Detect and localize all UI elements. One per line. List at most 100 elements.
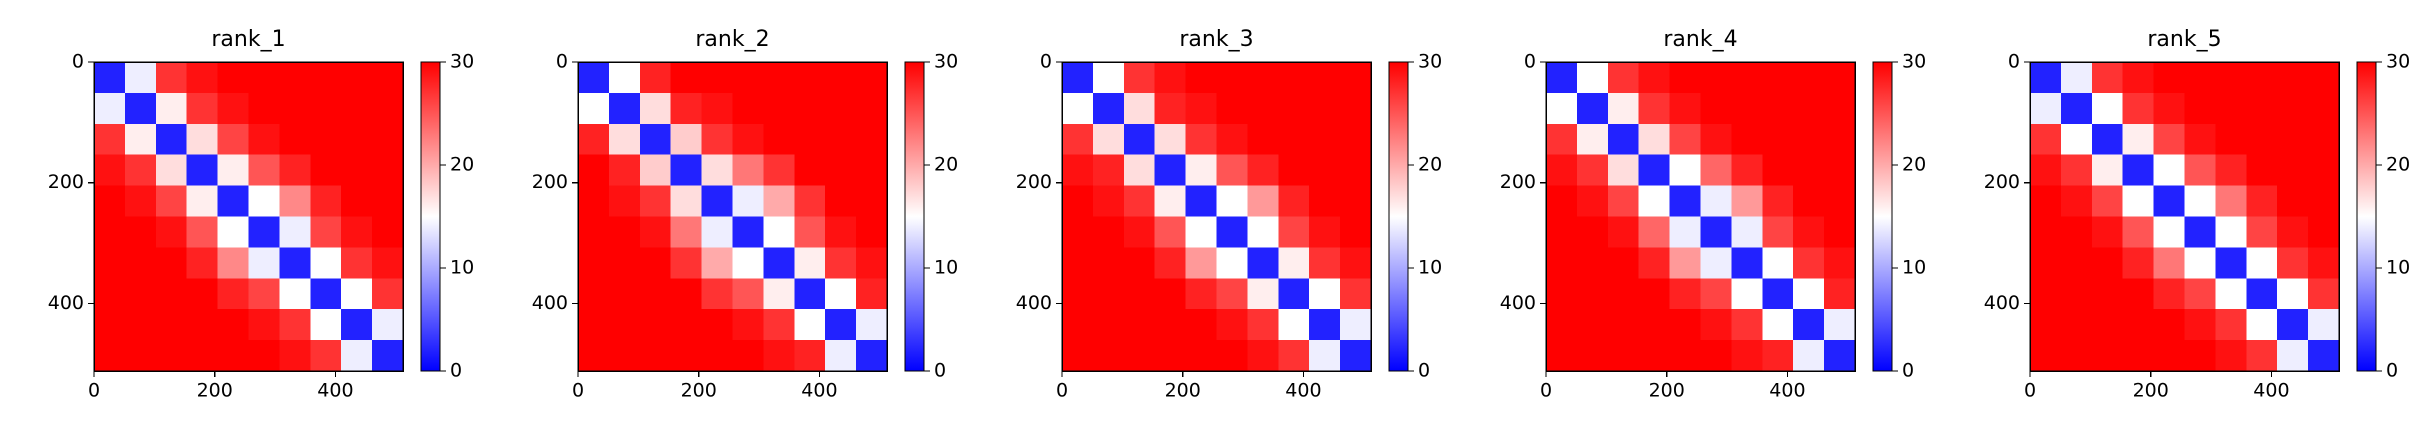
heat-cell	[856, 92, 888, 125]
heat-cell	[1216, 154, 1248, 187]
heat-cell	[2030, 154, 2062, 187]
heat-cell	[763, 92, 795, 125]
heat-cell	[2122, 123, 2155, 156]
heat-cell	[310, 216, 342, 248]
heat-cell	[341, 62, 373, 94]
heat-cell	[94, 185, 126, 217]
heat-cell	[2246, 309, 2278, 341]
heat-cell	[701, 62, 733, 94]
heat-cell	[2153, 278, 2185, 310]
heat-cell	[1154, 185, 1187, 217]
heat-cell	[639, 340, 672, 372]
heat-cell	[1340, 340, 1372, 372]
heat-cell	[1762, 62, 1794, 94]
heat-cell	[2153, 185, 2185, 217]
heat-cell	[1247, 340, 1279, 372]
heat-cell	[1216, 62, 1248, 94]
heat-cell	[1607, 185, 1640, 217]
heat-cell	[1793, 62, 1825, 94]
heat-cell	[2246, 278, 2278, 310]
heat-cell	[608, 278, 641, 310]
heat-cell	[1185, 123, 1217, 156]
heat-cell	[1700, 154, 1732, 187]
heat-cell	[1700, 247, 1732, 279]
heat-cell	[2060, 247, 2093, 279]
heat-cell	[578, 278, 610, 310]
heat-cell	[124, 62, 157, 94]
x-tick-label: 200	[2133, 380, 2169, 402]
heat-cell	[2153, 216, 2185, 248]
heat-cell	[1340, 185, 1372, 217]
heat-cell	[732, 278, 764, 310]
heat-cell	[794, 185, 826, 217]
heat-cell	[1762, 216, 1794, 248]
heat-cell	[155, 247, 188, 279]
heat-cell	[1092, 340, 1125, 372]
heat-cell	[1638, 123, 1671, 156]
heat-cell	[1731, 185, 1763, 217]
heat-cell	[2060, 185, 2093, 217]
heat-cell	[1607, 340, 1640, 372]
heat-cell	[856, 185, 888, 217]
heat-cell	[124, 278, 157, 310]
heat-cell	[1576, 123, 1609, 156]
heat-cell	[1216, 309, 1248, 341]
heat-cell	[2030, 278, 2062, 310]
heat-cell	[1185, 154, 1217, 187]
heat-cell	[217, 92, 249, 125]
heat-cell	[1731, 247, 1763, 279]
heat-cell	[2122, 216, 2155, 248]
heat-cell	[186, 340, 219, 372]
heat-cell	[2153, 123, 2185, 156]
heat-cell	[2091, 92, 2124, 125]
heat-cell	[186, 154, 219, 187]
heat-cell	[1154, 62, 1187, 94]
heat-cell	[1731, 278, 1763, 310]
heat-cell	[1576, 92, 1609, 125]
heat-cell	[2030, 247, 2062, 279]
heat-cell	[1092, 123, 1125, 156]
heat-cell	[2308, 247, 2340, 279]
heat-cell	[763, 247, 795, 279]
heat-cell	[1669, 247, 1701, 279]
colorbar	[2356, 61, 2377, 372]
heat-cell	[2215, 62, 2247, 94]
heat-cell	[1731, 123, 1763, 156]
heat-cell	[94, 340, 126, 372]
heat-cell	[1123, 62, 1156, 94]
heat-cell	[2091, 309, 2124, 341]
heat-cell	[1700, 309, 1732, 341]
heat-cell	[1247, 92, 1279, 125]
heat-cell	[1793, 92, 1825, 125]
heat-cell	[2153, 154, 2185, 187]
heat-cell	[608, 216, 641, 248]
heat-cell	[825, 309, 857, 341]
heat-cell	[1731, 340, 1763, 372]
heat-cell	[1638, 154, 1671, 187]
heat-cell	[124, 309, 157, 341]
heat-cell	[1092, 278, 1125, 310]
heat-cell	[825, 278, 857, 310]
heat-cell	[2246, 185, 2278, 217]
heat-cell	[1607, 154, 1640, 187]
heat-cell	[732, 247, 764, 279]
x-tick-label: 400	[1769, 380, 1805, 402]
heat-cell	[1123, 216, 1156, 248]
x-tick-label: 400	[317, 380, 353, 402]
heat-cell	[2091, 62, 2124, 94]
panel-title: rank_4	[1663, 27, 1737, 52]
heat-cell	[2308, 340, 2340, 372]
heat-cell	[2184, 309, 2216, 341]
heat-cell	[1278, 278, 1310, 310]
heat-cell	[1824, 247, 1856, 279]
heat-cell	[1607, 216, 1640, 248]
heat-cell	[2277, 216, 2309, 248]
heat-cell	[639, 309, 672, 341]
heat-cell	[1309, 92, 1341, 125]
heat-cell	[856, 123, 888, 156]
heat-cell	[1546, 62, 1578, 94]
heat-cell	[341, 154, 373, 187]
heat-cell	[155, 216, 188, 248]
heat-cell	[1278, 340, 1310, 372]
